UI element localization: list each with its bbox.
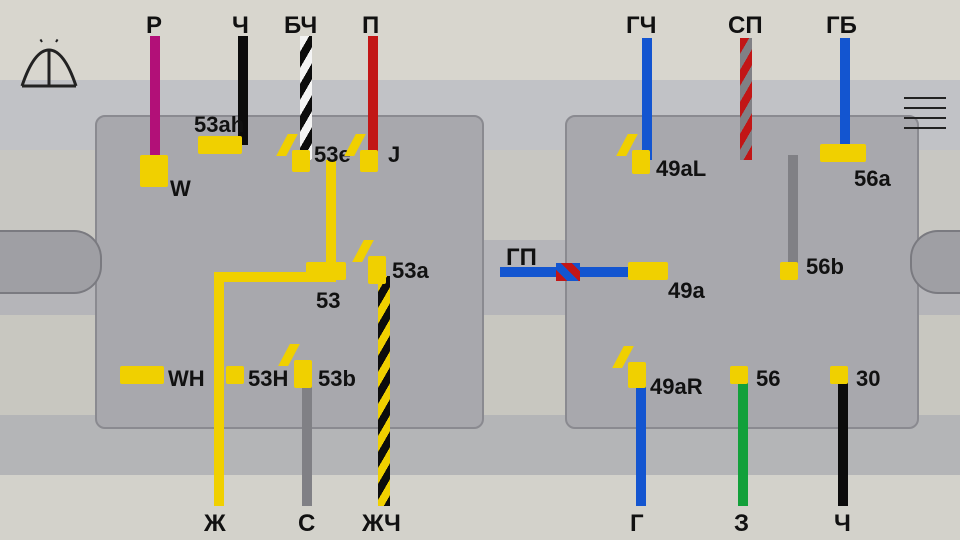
bg-stripe-6 xyxy=(0,475,960,540)
bottom-label-2: ЖЧ xyxy=(362,510,401,538)
terminal-label-53ah: 53ah xyxy=(194,112,244,138)
wire-GP_mid xyxy=(556,263,580,281)
terminal-56a xyxy=(820,144,866,162)
terminal-49a xyxy=(628,262,668,280)
top-label-4: ГЧ xyxy=(626,12,656,40)
terminal-label-53: 53 xyxy=(316,288,340,314)
terminal-53H xyxy=(226,366,244,384)
wire-Z xyxy=(738,380,748,506)
top-label-3: П xyxy=(362,12,379,40)
wire-SP xyxy=(740,38,752,160)
terminal-label-53b: 53b xyxy=(318,366,356,392)
wire-P xyxy=(150,36,160,160)
terminal-label-53H: 53H xyxy=(248,366,288,392)
stalk-left-icon xyxy=(0,230,102,294)
top-label-5: СП xyxy=(728,12,763,40)
washer-icon xyxy=(12,38,86,98)
wire-Ch2 xyxy=(838,380,848,506)
top-label-0: Р xyxy=(146,12,162,40)
terminal-W xyxy=(140,155,168,187)
terminal-label-56: 56 xyxy=(756,366,780,392)
bottom-label-1: С xyxy=(298,510,315,538)
terminal-J xyxy=(360,150,378,172)
terminal-label-56a: 56a xyxy=(854,166,891,192)
terminal-label-53a: 53a xyxy=(392,258,429,284)
top-label-1: Ч xyxy=(232,12,249,40)
diagram-stage: W53ah53eJ5353aWH53H53b49aL56a49a56b49aR5… xyxy=(0,0,960,540)
bottom-label-3: Г xyxy=(630,510,644,538)
terminal-53 xyxy=(306,262,346,280)
terminal-label-W: W xyxy=(170,176,191,202)
bottom-label-4: З xyxy=(734,510,749,538)
terminal-label-49aL: 49aL xyxy=(656,156,706,182)
terminal-56 xyxy=(730,366,748,384)
stalk-right-icon xyxy=(910,230,960,294)
wire-BCh xyxy=(300,36,312,160)
terminal-49aR xyxy=(628,362,646,388)
top-label-6: ГБ xyxy=(826,12,857,40)
terminal-label-J: J xyxy=(388,142,400,168)
wire-P2 xyxy=(368,36,378,160)
terminal-30 xyxy=(830,366,848,384)
wire-G xyxy=(636,382,646,506)
wire-56b xyxy=(788,155,798,270)
terminal-label-30: 30 xyxy=(856,366,880,392)
terminal-56b xyxy=(780,262,798,280)
terminal-WH xyxy=(120,366,164,384)
wire-Zh xyxy=(214,272,224,506)
terminal-label-49aR: 49aR xyxy=(650,374,703,400)
bg-stripe-0 xyxy=(0,0,960,80)
beam-icon xyxy=(900,92,952,136)
top-label-2: БЧ xyxy=(284,12,317,40)
bottom-label-5: Ч xyxy=(834,510,851,538)
wire-GCh xyxy=(642,38,652,160)
terminal-53b xyxy=(294,360,312,388)
terminal-label-56b: 56b xyxy=(806,254,844,280)
mid-label-0: ГП xyxy=(506,244,537,272)
terminal-53a xyxy=(368,256,386,284)
terminal-label-WH: WH xyxy=(168,366,205,392)
bottom-label-0: Ж xyxy=(204,510,226,538)
terminal-label-49a: 49a xyxy=(668,278,705,304)
terminal-53ah xyxy=(198,136,242,154)
wire-GB xyxy=(840,38,850,152)
terminal-53e xyxy=(292,150,310,172)
wire-ZhCh xyxy=(378,276,390,506)
wire-C xyxy=(302,380,312,506)
terminal-49aL xyxy=(632,150,650,174)
